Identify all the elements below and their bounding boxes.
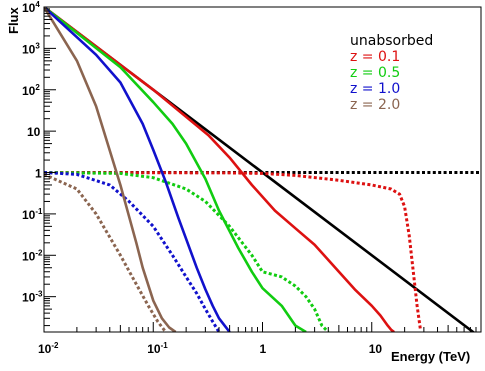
series-line-z-0-1-solid <box>44 7 395 332</box>
series-line-z-0-1-dotted <box>44 171 423 332</box>
legend-entry: unabsorbed <box>350 33 433 49</box>
series-line-z-1-0-solid <box>44 7 231 332</box>
series-line-z-2-0-solid <box>44 7 177 332</box>
curves-layer <box>44 7 481 332</box>
legend-entry: z = 0.5 <box>350 65 400 81</box>
series-line-z-0-5-solid <box>44 7 307 332</box>
legend-entry: z = 0.1 <box>350 49 400 65</box>
legend-entry: z = 2.0 <box>350 97 400 113</box>
y-axis-title: Flux <box>6 7 21 34</box>
x-tick-label: 10 <box>369 342 383 356</box>
ticks-layer <box>43 8 477 332</box>
y-tick-label: 10 <box>27 125 41 139</box>
x-tick-label: 1 <box>260 342 267 356</box>
legend-entry: z = 1.0 <box>350 81 400 97</box>
y-tick-label: 1 <box>35 167 42 181</box>
x-axis-title: Energy (TeV) <box>391 349 470 364</box>
series-line-z-0-5-dotted <box>44 171 330 332</box>
series-line-z-1-0-dotted <box>44 171 221 332</box>
series-line-z-2-0-dotted <box>44 173 167 332</box>
